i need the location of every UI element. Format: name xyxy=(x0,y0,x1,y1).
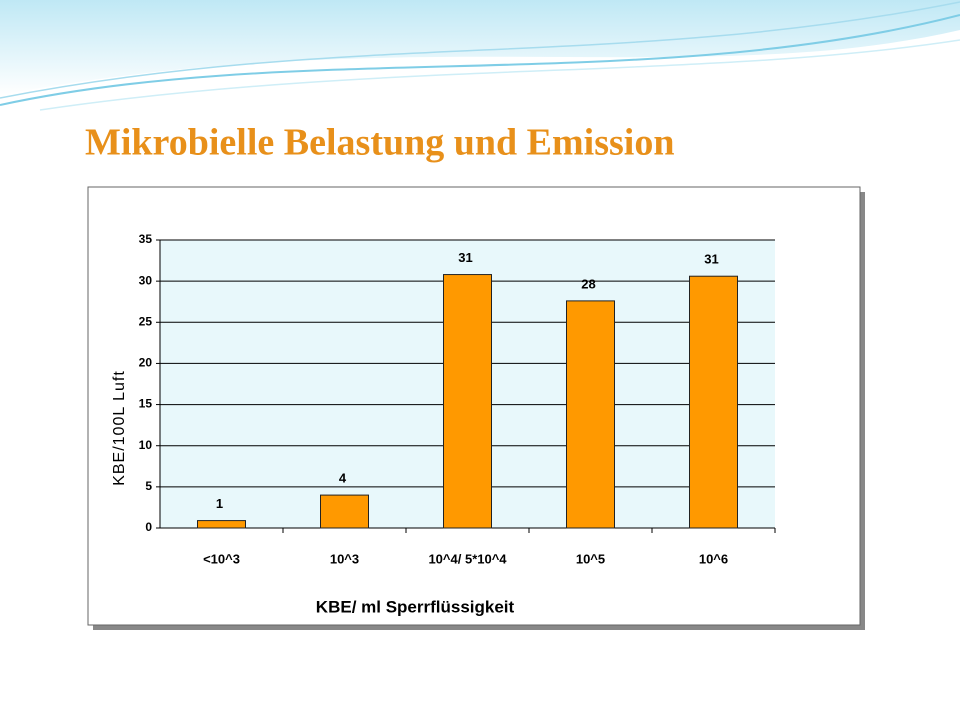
y-tick-label: 0 xyxy=(145,520,152,534)
wave-decoration xyxy=(0,0,960,95)
x-tick-label: <10^3 xyxy=(203,551,240,566)
bar xyxy=(197,520,246,529)
data-label: 31 xyxy=(704,252,718,267)
data-label: 28 xyxy=(581,276,595,291)
y-tick-label: 10 xyxy=(139,438,153,452)
slide-title: Mikrobielle Belastung und Emission xyxy=(85,122,674,164)
bar xyxy=(689,275,738,529)
data-label: 31 xyxy=(458,250,472,265)
bar xyxy=(320,494,369,529)
bar xyxy=(443,274,492,529)
x-tick-label: 10^6 xyxy=(699,551,728,566)
data-label: 1 xyxy=(216,496,223,511)
wave-line xyxy=(0,14,960,106)
x-tick-label: 10^3 xyxy=(330,551,359,566)
y-tick-label: 25 xyxy=(139,314,153,328)
y-tick-label: 20 xyxy=(139,356,153,370)
y-tick-label: 35 xyxy=(139,232,153,246)
x-axis-title: KBE/ ml Sperrflüssigkeit xyxy=(316,597,515,616)
y-tick-label: 5 xyxy=(145,479,152,493)
bar xyxy=(566,300,615,529)
y-tick-label: 30 xyxy=(139,273,153,287)
y-axis-title: KBE/100L Luft xyxy=(111,370,128,486)
x-tick-label: 10^5 xyxy=(576,551,605,566)
wave-line xyxy=(0,1,960,99)
x-tick-label: 10^4/ 5*10^4 xyxy=(428,551,507,566)
y-tick-label: 15 xyxy=(139,397,153,411)
data-label: 4 xyxy=(339,471,347,486)
wave-line xyxy=(39,39,960,111)
